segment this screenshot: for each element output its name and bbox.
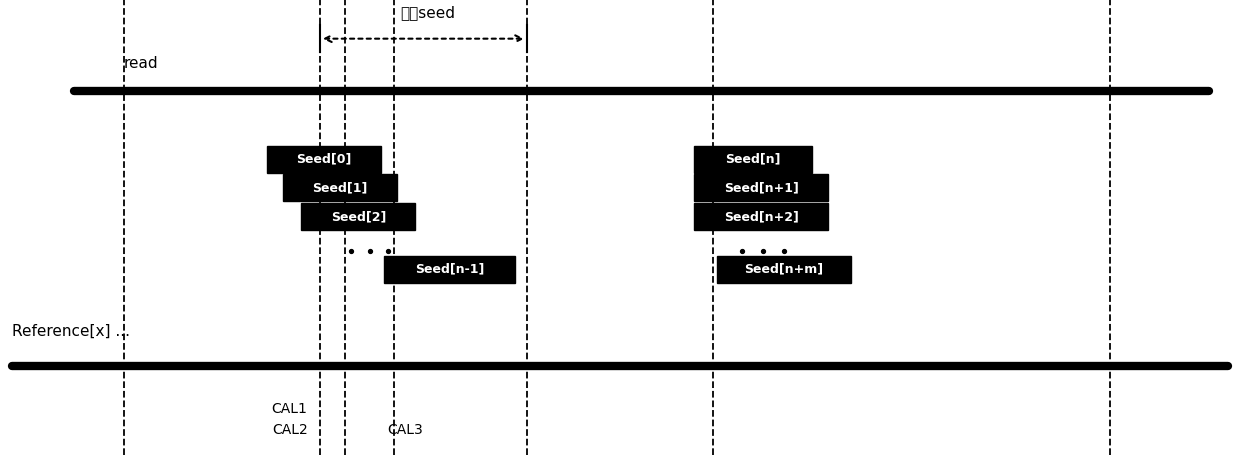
Text: Seed[n+2]: Seed[n+2] (724, 210, 799, 223)
Text: Seed[1]: Seed[1] (312, 181, 367, 194)
Text: Seed[n+1]: Seed[n+1] (724, 181, 799, 194)
Text: Seed[2]: Seed[2] (331, 210, 386, 223)
Bar (694, 203, 828, 230)
Bar (694, 146, 812, 173)
Bar (384, 256, 515, 283)
Bar (301, 203, 415, 230)
Text: Seed[n-1]: Seed[n-1] (415, 263, 484, 276)
Bar (267, 146, 381, 173)
Text: Seed[n+m]: Seed[n+m] (744, 263, 823, 276)
Text: Reference[x] ...: Reference[x] ... (12, 324, 130, 339)
Bar (694, 174, 828, 201)
Bar (717, 256, 851, 283)
Text: CAL2: CAL2 (272, 423, 308, 437)
Text: Seed[0]: Seed[0] (296, 153, 351, 166)
Text: 最长seed: 最长seed (401, 5, 455, 20)
Text: Seed[n]: Seed[n] (725, 153, 781, 166)
Bar (283, 174, 397, 201)
Text: read: read (124, 56, 159, 71)
Text: CAL1: CAL1 (272, 402, 308, 416)
Text: CAL3: CAL3 (387, 423, 423, 437)
